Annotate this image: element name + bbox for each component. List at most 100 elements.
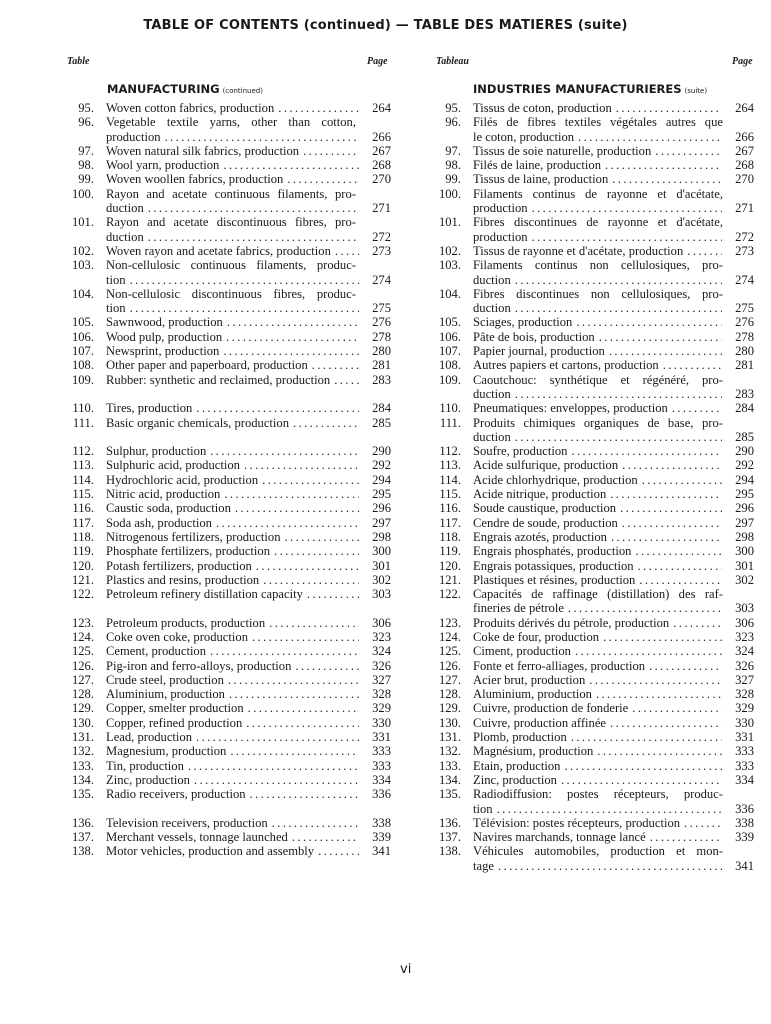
table-number: 95.: [78, 101, 94, 115]
page-number: 283: [372, 372, 391, 387]
dot-leader: [210, 444, 359, 458]
toc-entry: 125. Ciment, production 324: [430, 644, 754, 658]
page-number: 271: [372, 201, 391, 216]
toc-line: 126. Pig-iron and ferro-alloys, productio…: [60, 659, 391, 673]
toc-entry: 113. Sulphuric acid, production 292: [60, 458, 391, 472]
entry-title: Tin, production: [106, 758, 184, 773]
toc-entry: 99. Tissus de laine, production 270: [430, 172, 754, 186]
entry-title: Sulphur, production: [106, 444, 207, 459]
table-number: [430, 802, 461, 816]
toc-entry: 131. Plomb, production 331: [430, 730, 754, 744]
page-number: 328: [735, 687, 754, 702]
toc-line: 104. Fibres discontinues non cellulosique…: [430, 287, 754, 301]
entry-title: tion: [106, 301, 126, 316]
toc-line: 108. Autres papiers et cartons, productio…: [430, 358, 754, 372]
toc-line: 95. Tissus de coton, production 264: [430, 101, 754, 115]
page-number: 333: [372, 744, 391, 759]
page-number: 285: [735, 429, 754, 444]
table-number: 110.: [72, 401, 94, 416]
entry-title: Phosphate fertilizers, production: [106, 544, 271, 559]
page-number: 334: [735, 772, 754, 787]
entry-group: 110. Tires, production 284 111. Basic organi…: [60, 401, 391, 430]
toc-line: tion 336: [430, 802, 754, 816]
entry-title: Engrais azotés, production: [473, 529, 607, 544]
entry-title: Other paper and paperboard, production: [106, 358, 308, 373]
dot-leader: [312, 358, 359, 372]
toc-line: 135. Radio receivers, production 336: [60, 787, 391, 801]
toc-line: 132. Magnésium, production 333: [430, 744, 754, 758]
page-number: 341: [735, 858, 754, 873]
table-number: 134.: [71, 772, 94, 787]
toc-entry: 102. Tissus de rayonne et d'acétate, prod…: [430, 244, 754, 258]
dot-leader: [642, 473, 722, 487]
toc-entry: 106. Wood pulp, production 278: [60, 330, 391, 344]
toc-line: 119. Engrais phosphatés, production 300: [430, 544, 754, 558]
entry-title: Cendre de soude, production: [473, 515, 618, 530]
entry-title: Rayon and acetate continuous filaments, …: [106, 186, 356, 201]
table-number: 109.: [438, 372, 461, 387]
dot-leader: [571, 444, 722, 458]
table-number: 128.: [438, 687, 461, 702]
page-number: 273: [735, 243, 754, 258]
toc-entry: 107. Papier journal, production 280: [430, 344, 754, 358]
left-section-note: (continued): [222, 87, 263, 95]
dot-leader: [318, 844, 359, 858]
dot-leader: [210, 644, 359, 658]
dot-leader: [227, 315, 359, 329]
table-number: 137.: [71, 830, 94, 845]
toc-line: 134. Zinc, production 334: [60, 773, 391, 787]
page-number: vi: [400, 962, 412, 977]
entry-title: Produits dérivés du pétrole, production: [473, 615, 670, 630]
page-number: 278: [372, 329, 391, 344]
toc-entry: 98. Filés de laine, production 268: [430, 158, 754, 172]
toc-line: 127. Acier brut, production 327: [430, 673, 754, 687]
page-number: 324: [372, 644, 391, 659]
toc-entry: 109. Caoutchouc: synthétique et régénéré,…: [430, 373, 754, 402]
toc-entry: 125. Cement, production 324: [60, 644, 391, 658]
table-number: [430, 130, 461, 144]
dot-leader: [684, 816, 722, 830]
table-number: 129.: [71, 701, 94, 716]
toc-entry: 110. Pneumatiques: enveloppes, production…: [430, 401, 754, 415]
toc-entry: 130. Cuivre, production affinée 330: [430, 716, 754, 730]
page-number: 275: [372, 301, 391, 316]
table-number: 99.: [445, 172, 461, 187]
toc-line: 99. Tissus de laine, production 270: [430, 172, 754, 186]
page-number: 272: [372, 229, 391, 244]
table-number: 138.: [71, 844, 94, 859]
toc-line: 109. Caoutchouc: synthétique et régénéré,…: [430, 373, 754, 387]
toc-entry: 130. Copper, refined production 330: [60, 716, 391, 730]
table-number: 102.: [71, 243, 94, 258]
table-number: 104.: [71, 286, 94, 301]
entry-title: production: [106, 129, 161, 144]
page-number: 274: [372, 272, 391, 287]
entry-title: Sciages, production: [473, 315, 573, 330]
toc-line: 100. Filaments continus de rayonne et d'a…: [430, 187, 754, 201]
page-number: 324: [735, 644, 754, 659]
table-number: 111.: [439, 415, 461, 430]
entry-title: Magnesium, production: [106, 744, 227, 759]
entry-title: Filés de fibres textiles végétales autre…: [473, 115, 723, 130]
toc-line: 131. Lead, production 331: [60, 730, 391, 744]
toc-entry: 124. Coke de four, production 323: [430, 630, 754, 644]
entry-title: Coke oven coke, production: [106, 629, 248, 644]
entry-title: Zinc, production: [106, 772, 190, 787]
page-number: 323: [735, 629, 754, 644]
page-number: 338: [735, 815, 754, 830]
page-number: 341: [372, 844, 391, 859]
toc-entry: 136. Télévision: postes récepteurs, produ…: [430, 816, 754, 830]
toc-entry: 110. Tires, production 284: [60, 401, 391, 415]
table-number: 119.: [72, 544, 94, 559]
page-number: 296: [372, 501, 391, 516]
toc-line: 138. Véhicules automobiles, production et…: [430, 844, 754, 858]
page-number: 336: [372, 787, 391, 802]
dot-leader: [196, 730, 359, 744]
page-number: 301: [372, 558, 391, 573]
entry-title: Crude steel, production: [106, 672, 224, 687]
page-number: 285: [372, 415, 391, 430]
toc-line: 102. Tissus de rayonne et d'acétate, prod…: [430, 244, 754, 258]
toc-entry: 107. Newsprint, production 280: [60, 344, 391, 358]
toc-entry: 124. Coke oven coke, production 323: [60, 630, 391, 644]
table-number: [430, 601, 461, 615]
entry-title: Cuivre, production affinée: [473, 715, 607, 730]
